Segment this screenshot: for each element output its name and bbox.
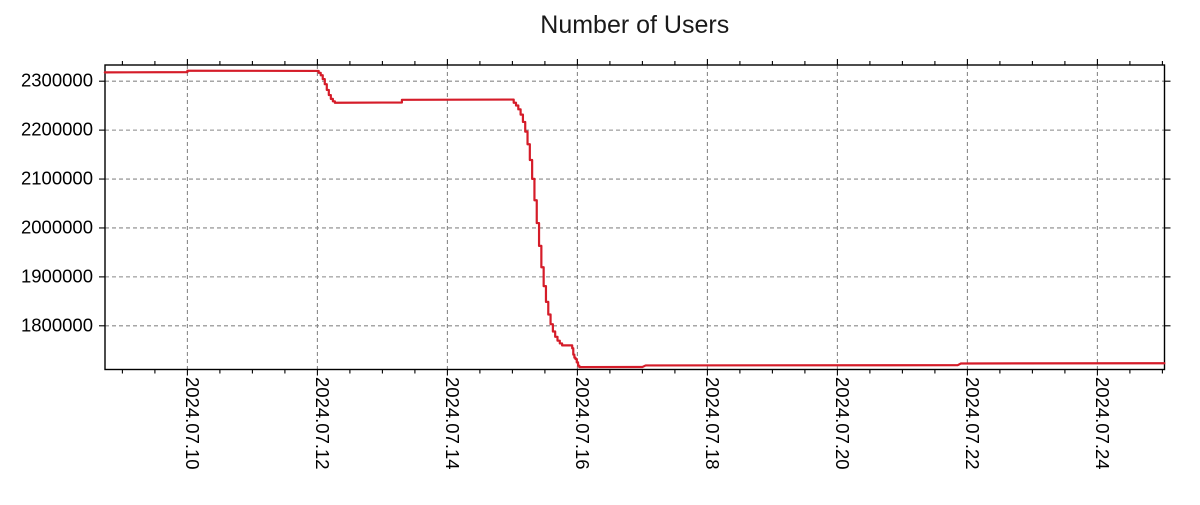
svg-text:2024.07.18: 2024.07.18 xyxy=(702,377,723,470)
svg-text:2300000: 2300000 xyxy=(21,70,93,91)
svg-text:2024.07.20: 2024.07.20 xyxy=(832,377,853,470)
svg-text:2024.07.12: 2024.07.12 xyxy=(312,377,333,470)
svg-text:2000000: 2000000 xyxy=(21,216,93,237)
svg-text:2024.07.10: 2024.07.10 xyxy=(182,377,203,470)
svg-text:1900000: 1900000 xyxy=(21,265,93,286)
svg-text:2100000: 2100000 xyxy=(21,168,93,189)
svg-text:2024.07.22: 2024.07.22 xyxy=(962,377,983,470)
svg-text:2024.07.24: 2024.07.24 xyxy=(1092,377,1113,470)
svg-text:2200000: 2200000 xyxy=(21,119,93,140)
svg-text:1800000: 1800000 xyxy=(21,314,93,335)
svg-text:2024.07.16: 2024.07.16 xyxy=(572,377,593,470)
svg-text:2024.07.14: 2024.07.14 xyxy=(442,377,463,470)
